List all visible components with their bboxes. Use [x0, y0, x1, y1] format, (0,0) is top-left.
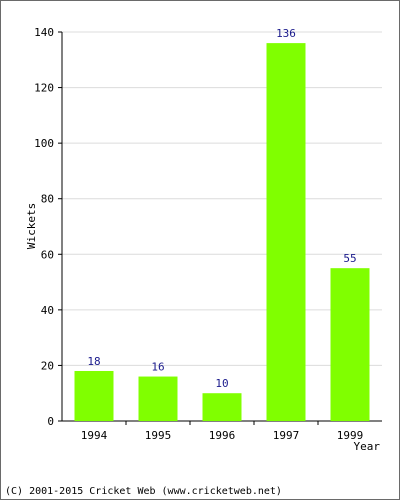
y-tick-label: 120: [34, 82, 54, 95]
x-tick-labels: 1994 1995 1996 1997 1999: [81, 429, 364, 442]
x-tick-label: 1999: [337, 429, 364, 442]
data-label: 18: [87, 355, 100, 368]
x-tick-label: 1996: [209, 429, 236, 442]
data-label: 55: [343, 252, 356, 265]
data-label: 16: [151, 361, 164, 374]
y-tick-label: 140: [34, 26, 54, 39]
data-labels: 18 16 10 136 55: [87, 27, 356, 390]
y-tick-label: 20: [41, 359, 54, 372]
bar-1996: [202, 393, 242, 421]
y-axis-label: Wickets: [25, 203, 38, 249]
copyright-footer: (C) 2001-2015 Cricket Web (www.cricketwe…: [5, 486, 282, 497]
y-tick-label: 100: [34, 137, 54, 150]
y-tick-label: 0: [47, 415, 54, 428]
x-tick-label: 1994: [81, 429, 108, 442]
y-tick-label: 60: [41, 248, 54, 261]
y-tick-label: 40: [41, 304, 54, 317]
gridlines: [62, 31, 382, 366]
x-tick-label: 1997: [273, 429, 300, 442]
x-tick-label: 1995: [145, 429, 172, 442]
bar-1994: [74, 370, 114, 421]
data-label: 10: [215, 377, 228, 390]
bar-1997: [266, 43, 306, 421]
bar-1999: [330, 268, 370, 421]
bar-1995: [138, 376, 178, 421]
y-tick-labels: 0 20 40 60 80 100 120 140: [34, 26, 54, 428]
x-axis-label: Year: [354, 440, 381, 453]
data-label: 136: [276, 27, 296, 40]
y-tick-label: 80: [41, 193, 54, 206]
bars: [74, 43, 370, 421]
